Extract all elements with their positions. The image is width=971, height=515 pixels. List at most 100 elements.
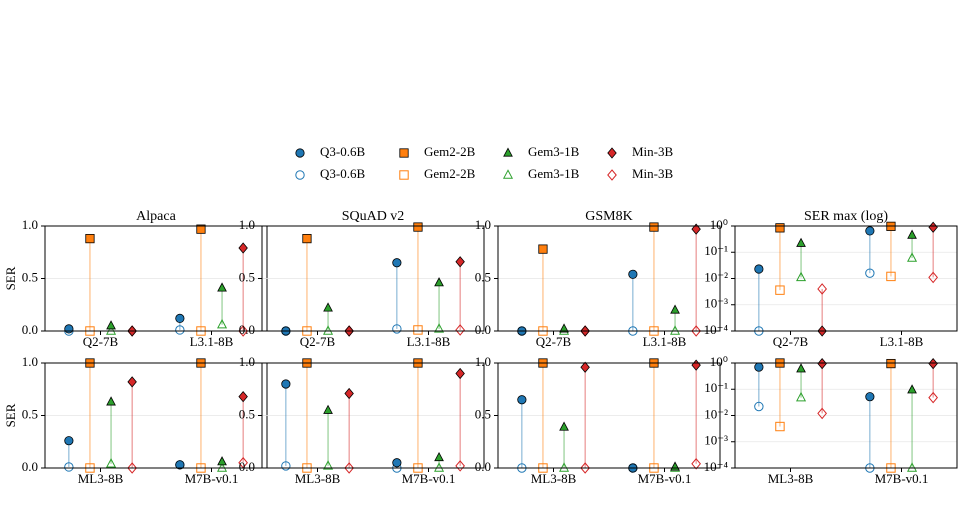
marker-filled xyxy=(754,264,764,274)
y-tick-label: 10⁻⁴ xyxy=(704,459,729,474)
y-tick-label: 10⁻² xyxy=(704,269,728,284)
y-tick-label: 10⁻³ xyxy=(704,296,728,311)
marker-hollow xyxy=(323,460,334,470)
marker-hollow xyxy=(455,324,465,336)
marker-hollow xyxy=(455,460,465,472)
legend-label: Min-3B xyxy=(632,166,674,181)
legend-label: Gem3-1B xyxy=(528,144,580,159)
x-tick-label: ML3-8B xyxy=(295,471,341,486)
marker-filled xyxy=(928,357,938,370)
legend-marker xyxy=(399,170,409,180)
marker-filled xyxy=(196,224,206,234)
marker-hollow xyxy=(907,252,918,262)
marker-filled xyxy=(106,320,116,330)
marker-hollow xyxy=(775,421,785,432)
marker-filled xyxy=(796,363,806,373)
y-tick-label: 0.5 xyxy=(239,269,255,284)
axes-frame xyxy=(734,362,958,469)
marker-hollow xyxy=(106,325,117,335)
y-tick-label: 0.0 xyxy=(22,459,38,474)
x-tick-label: ML3-8B xyxy=(78,471,124,486)
x-tick-label: Q2-7B xyxy=(300,334,336,349)
marker-filled xyxy=(580,361,590,373)
marker-hollow xyxy=(434,323,445,333)
marker-filled xyxy=(434,451,444,462)
y-tick-label: 1.0 xyxy=(239,354,255,369)
marker-hollow xyxy=(344,462,354,474)
y-tick-label: 10⁰ xyxy=(710,354,728,369)
marker-hollow xyxy=(413,325,423,335)
x-tick-label: L3.1-8B xyxy=(407,334,451,349)
marker-filled xyxy=(344,387,354,400)
marker-filled xyxy=(796,237,806,247)
y-tick-label: 0.0 xyxy=(22,322,38,337)
marker-filled xyxy=(754,362,764,372)
marker-filled xyxy=(175,313,185,323)
marker-hollow xyxy=(580,462,590,474)
y-tick-label: 10⁻¹ xyxy=(704,243,728,258)
marker-filled xyxy=(127,376,137,388)
marker-hollow xyxy=(392,324,402,334)
legend-marker xyxy=(399,148,409,158)
y-tick-label: 0.5 xyxy=(22,269,38,284)
marker-filled xyxy=(517,395,527,405)
marker-filled xyxy=(238,242,248,254)
y-axis-label: SER xyxy=(3,266,18,290)
legend-label: Gem2-2B xyxy=(424,166,476,181)
x-tick-label: Q2-7B xyxy=(773,334,809,349)
marker-filled xyxy=(670,304,680,314)
marker-filled xyxy=(455,256,465,268)
legend-marker xyxy=(295,148,305,158)
x-tick-label: L3.1-8B xyxy=(643,334,687,349)
legend-marker xyxy=(295,170,305,180)
x-tick-label: Q2-7B xyxy=(83,334,119,349)
marker-hollow xyxy=(775,285,785,295)
axes-frame xyxy=(497,225,721,332)
x-tick-label: M7B-v0.1 xyxy=(638,471,692,486)
marker-filled xyxy=(217,456,227,466)
y-tick-label: 0.5 xyxy=(22,406,38,421)
marker-hollow xyxy=(670,325,681,335)
axes-frame xyxy=(261,362,485,469)
marker-hollow xyxy=(796,391,807,402)
axes-frame xyxy=(734,225,958,332)
y-tick-label: 1.0 xyxy=(239,217,255,232)
marker-hollow xyxy=(817,407,827,420)
marker-filled xyxy=(907,229,917,239)
x-tick-label: ML3-8B xyxy=(531,471,577,486)
marker-filled xyxy=(886,358,896,369)
legend-marker xyxy=(503,147,513,157)
legend-label: Q3-0.6B xyxy=(320,166,365,181)
y-tick-label: 10⁰ xyxy=(710,217,728,232)
y-tick-label: 1.0 xyxy=(475,354,491,369)
panel-title: Alpaca xyxy=(136,209,176,224)
y-tick-label: 0.5 xyxy=(475,406,491,421)
y-tick-label: 0.0 xyxy=(239,459,255,474)
marker-hollow xyxy=(559,462,570,472)
y-tick-label: 1.0 xyxy=(22,354,38,369)
x-tick-label: M7B-v0.1 xyxy=(402,471,456,486)
marker-hollow xyxy=(817,283,827,295)
marker-filled xyxy=(217,282,227,292)
legend-label: Gem2-2B xyxy=(424,144,476,159)
marker-filled xyxy=(64,324,74,334)
marker-filled xyxy=(538,244,548,254)
x-tick-label: L3.1-8B xyxy=(190,334,234,349)
y-tick-label: 10⁻¹ xyxy=(704,380,728,395)
legend-marker xyxy=(607,169,617,181)
marker-hollow xyxy=(928,271,938,284)
marker-filled xyxy=(775,223,785,233)
marker-hollow xyxy=(323,325,334,335)
marker-filled xyxy=(85,233,95,244)
marker-hollow xyxy=(754,401,764,412)
y-tick-label: 0.0 xyxy=(239,322,255,337)
marker-filled xyxy=(434,277,444,287)
marker-hollow xyxy=(865,268,875,278)
panel-title: GSM8K xyxy=(585,209,632,224)
panel-title: SER max (log) xyxy=(804,209,888,224)
legend-label: Min-3B xyxy=(632,144,674,159)
marker-filled xyxy=(392,258,402,268)
x-tick-label: ML3-8B xyxy=(768,471,814,486)
